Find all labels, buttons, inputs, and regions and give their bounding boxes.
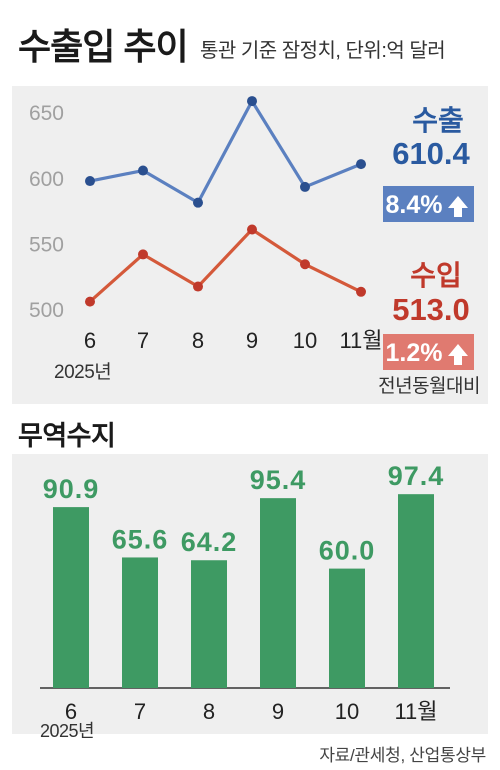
bar bbox=[398, 494, 434, 688]
data-point-import bbox=[138, 249, 148, 260]
year-label: 2025년 bbox=[54, 361, 111, 383]
source-note: 자료/관세청, 산업통상부 bbox=[319, 746, 486, 765]
x-tick-label: 11월 bbox=[394, 699, 437, 724]
y-tick-label: 600 bbox=[29, 168, 64, 191]
series-line-import bbox=[88, 227, 362, 303]
x-tick-label: 8 bbox=[203, 699, 215, 724]
bar bbox=[122, 557, 158, 688]
bar bbox=[191, 560, 227, 688]
data-point-export bbox=[356, 159, 366, 170]
export-latest-value: 610.4 bbox=[392, 136, 470, 171]
bar-value-label: 97.4 bbox=[388, 461, 445, 491]
bar-value-label: 65.6 bbox=[112, 524, 169, 554]
trade-balance-title: 무역수지 bbox=[18, 421, 116, 451]
year-label: 2025년 bbox=[40, 721, 94, 741]
y-tick-label: 550 bbox=[29, 233, 64, 256]
x-tick-label: 6 bbox=[65, 699, 77, 724]
x-tick-label: 6 bbox=[84, 328, 96, 353]
x-tick-label: 10 bbox=[335, 699, 359, 724]
bar bbox=[260, 498, 296, 688]
import-change-value: 1.2% bbox=[386, 339, 443, 367]
y-tick-label: 500 bbox=[29, 299, 64, 322]
x-tick-label: 7 bbox=[137, 328, 149, 353]
x-tick-label: 9 bbox=[272, 699, 284, 724]
up-arrow-icon bbox=[448, 344, 468, 365]
up-arrow-icon bbox=[448, 196, 468, 217]
bar bbox=[329, 568, 365, 688]
data-point-export bbox=[193, 197, 203, 208]
data-point-export bbox=[85, 176, 95, 187]
bar-value-label: 64.2 bbox=[181, 527, 238, 557]
x-tick-label: 9 bbox=[246, 328, 258, 353]
data-point-export bbox=[300, 181, 310, 192]
import-latest-value: 513.0 bbox=[392, 292, 470, 327]
bar-value-label: 90.9 bbox=[43, 474, 100, 504]
x-tick-label: 8 bbox=[192, 328, 204, 353]
import-series-name: 수입 bbox=[410, 260, 462, 291]
x-tick-label: 11월 bbox=[339, 328, 382, 353]
data-point-import bbox=[356, 286, 366, 297]
series-line-export bbox=[89, 99, 362, 205]
export-change-value: 8.4% bbox=[386, 191, 443, 219]
data-point-import bbox=[300, 259, 310, 270]
change-note: 전년동월대비 bbox=[378, 375, 480, 397]
y-tick-label: 650 bbox=[29, 102, 64, 125]
data-point-export bbox=[247, 96, 257, 107]
export-series-name: 수출 bbox=[412, 105, 464, 136]
bar bbox=[53, 507, 89, 688]
data-point-import bbox=[85, 296, 95, 307]
x-tick-label: 10 bbox=[293, 328, 317, 353]
x-tick-label: 7 bbox=[134, 699, 146, 724]
page-subtitle: 통관 기준 잠정치, 단위:억 달러 bbox=[200, 40, 446, 62]
data-point-import bbox=[247, 224, 257, 235]
bar-value-label: 60.0 bbox=[319, 536, 376, 566]
page-title: 수출입 추이 bbox=[18, 26, 189, 67]
data-point-export bbox=[138, 165, 148, 176]
data-point-import bbox=[193, 281, 203, 292]
bar-value-label: 95.4 bbox=[250, 465, 307, 495]
